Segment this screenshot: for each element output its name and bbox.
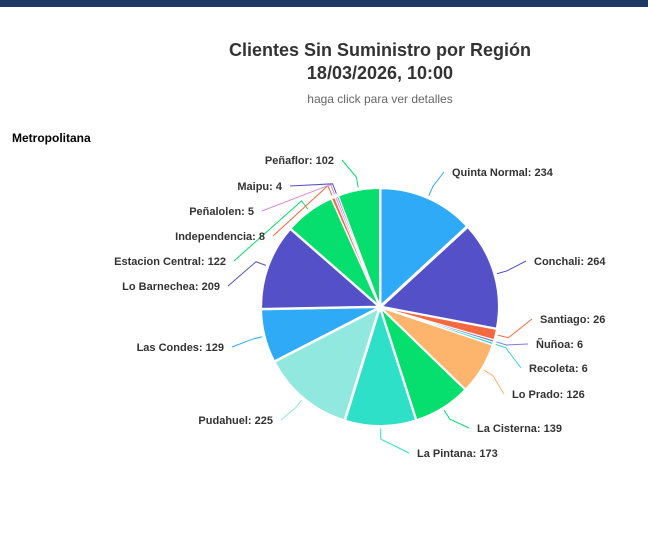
data-label: La Cisterna: 139 bbox=[477, 423, 562, 435]
leader-line bbox=[443, 409, 470, 429]
data-label: Quinta Normal: 234 bbox=[452, 167, 554, 179]
data-label: Estacion Central: 122 bbox=[114, 256, 226, 268]
pie-slice-lo-barnechea[interactable] bbox=[261, 229, 379, 309]
data-label: Lo Barnechea: 209 bbox=[122, 281, 220, 293]
data-label: Conchali: 264 bbox=[534, 256, 606, 268]
leader-line bbox=[280, 399, 303, 421]
data-label: Peñaflor: 102 bbox=[265, 155, 334, 167]
leader-line bbox=[496, 260, 527, 275]
leader-line bbox=[498, 318, 533, 339]
pie-slice-recoleta[interactable] bbox=[382, 307, 494, 346]
top-bar bbox=[0, 0, 648, 7]
leader-line bbox=[261, 183, 336, 212]
region-label: Metropolitana bbox=[12, 131, 91, 145]
chart-title-line2: 18/03/2026, 10:00 bbox=[306, 63, 454, 83]
leader-line bbox=[289, 183, 337, 194]
data-label: Lo Prado: 126 bbox=[512, 389, 585, 401]
leader-line bbox=[428, 171, 445, 196]
chart-title-line1: Clientes Sin Suministro por Región bbox=[228, 40, 532, 60]
data-label: Santiago: 26 bbox=[540, 314, 605, 326]
leader-line bbox=[380, 428, 410, 454]
chart-title: Clientes Sin Suministro por Región 18/03… bbox=[0, 39, 648, 85]
data-label: Independencia: 8 bbox=[175, 231, 265, 243]
pie-slice-la-pintana[interactable] bbox=[345, 307, 417, 426]
data-label: Maipu: 4 bbox=[237, 181, 282, 193]
data-label: Pudahuel: 225 bbox=[198, 415, 273, 427]
data-label: La Pintana: 173 bbox=[417, 448, 498, 460]
data-label: Ñuñoa: 6 bbox=[536, 338, 583, 351]
pie-slice-peñaflor[interactable] bbox=[337, 188, 381, 305]
pie-slice-pudahuel[interactable] bbox=[274, 307, 380, 421]
data-label: Recoleta: 6 bbox=[529, 363, 588, 375]
pie-slice-lo-prado[interactable] bbox=[381, 307, 493, 390]
leader-line bbox=[231, 336, 263, 348]
leader-line bbox=[341, 159, 359, 188]
leader-line bbox=[495, 343, 522, 369]
pie-slice-estacion-central[interactable] bbox=[290, 198, 379, 306]
pie-slice-quinta-normal[interactable] bbox=[380, 188, 468, 306]
pie-slice-la-cisterna[interactable] bbox=[380, 308, 466, 421]
pie-slice-conchali[interactable] bbox=[381, 227, 499, 329]
leader-line bbox=[496, 341, 529, 346]
leader-line bbox=[227, 261, 267, 287]
chart-subtitle[interactable]: haga click para ver detalles bbox=[307, 92, 453, 106]
data-label: Las Condes: 129 bbox=[137, 342, 224, 354]
leader-line bbox=[483, 369, 505, 395]
pie-slice-las-condes[interactable] bbox=[261, 307, 378, 362]
data-label: Peñalolen: 5 bbox=[189, 206, 254, 218]
